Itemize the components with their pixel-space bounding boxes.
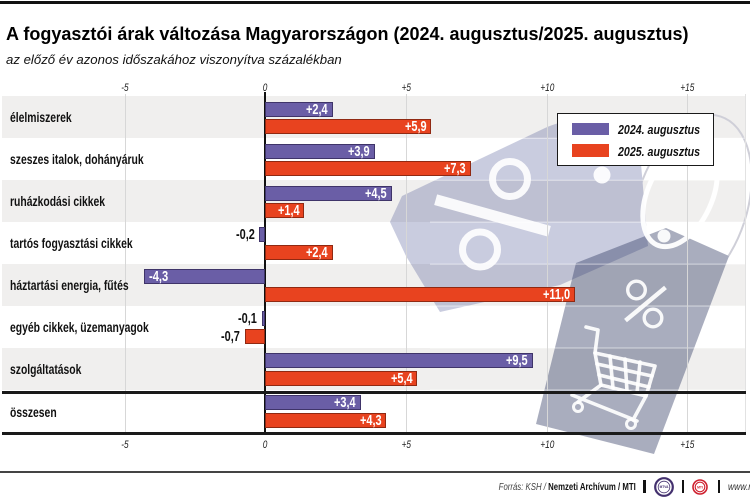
svg-text:MTVA: MTVA (660, 485, 669, 489)
svg-text:MTI: MTI (697, 485, 703, 489)
